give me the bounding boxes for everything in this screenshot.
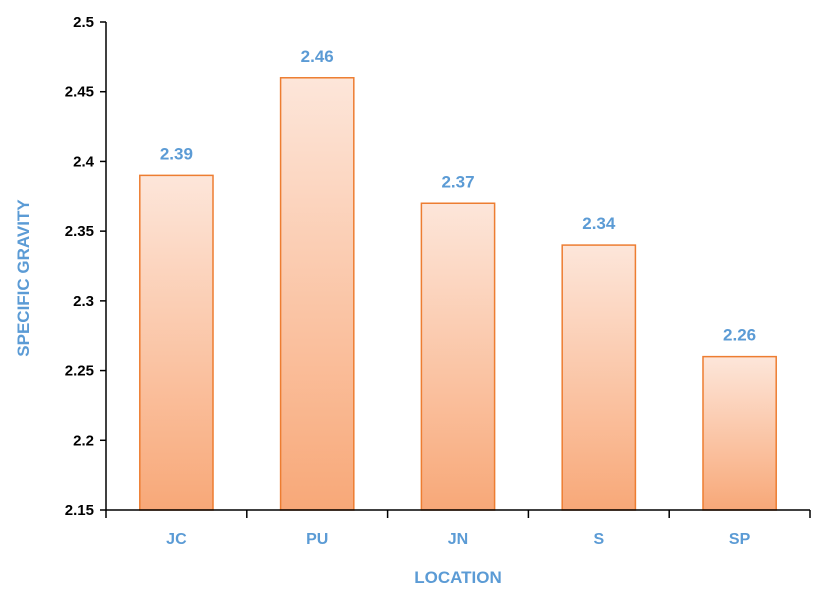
data-label-s: 2.34	[582, 214, 616, 233]
x-tick-label-jn: JN	[448, 531, 468, 548]
bar-s	[561, 244, 637, 511]
bar-jn	[420, 202, 496, 511]
x-axis-title: LOCATION	[414, 568, 502, 587]
x-tick-label-s: S	[593, 531, 604, 548]
y-tick-label: 2.25	[65, 363, 94, 380]
x-tick-label-pu: PU	[306, 531, 328, 548]
data-label-sp: 2.26	[723, 326, 756, 345]
data-label-pu: 2.46	[301, 47, 334, 66]
y-tick-label: 2.15	[65, 502, 94, 519]
y-tick-label: 2.2	[73, 432, 94, 449]
y-axis-ticks: 2.15 2.2 2.25 2.3 2.35 2.4 2.45 2.5	[65, 14, 106, 519]
data-label-jc: 2.39	[160, 144, 193, 163]
data-labels: 2.39 2.46 2.37 2.34 2.26	[160, 47, 756, 345]
bar-pu	[279, 77, 355, 511]
y-tick-label: 2.3	[73, 293, 94, 310]
y-tick-label: 2.4	[73, 153, 95, 170]
x-axis-ticks: JC PU JN S SP	[105, 510, 811, 548]
bar-sp	[702, 355, 777, 511]
y-tick-label: 2.5	[73, 14, 94, 31]
y-tick-label: 2.35	[65, 223, 94, 240]
bar-jc	[139, 174, 214, 511]
x-tick-label-sp: SP	[729, 531, 751, 548]
axes	[105, 22, 810, 511]
bars	[139, 77, 777, 511]
data-label-jn: 2.37	[441, 172, 474, 191]
y-tick-label: 2.45	[65, 84, 94, 101]
y-axis-title: SPECIFIC GRAVITY	[14, 199, 33, 357]
x-tick-label-jc: JC	[166, 531, 187, 548]
